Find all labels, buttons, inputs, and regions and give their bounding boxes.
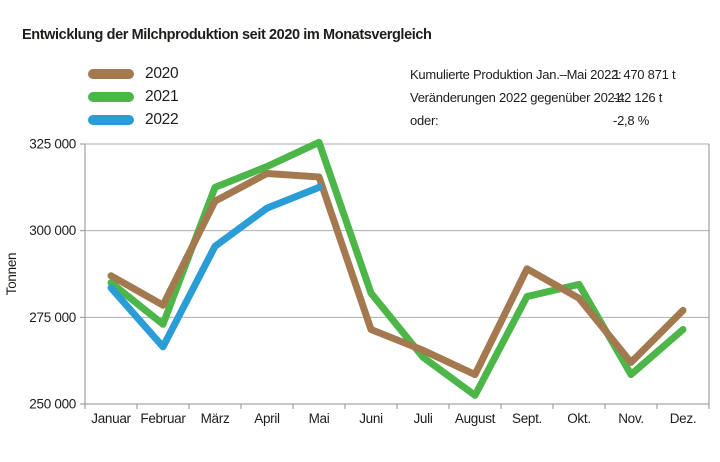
legend: 2020 2021 2022 [88,62,179,131]
info-row-cumulative: Kumulierte Produktion Jan.–Mai 2022: 1 4… [410,63,676,86]
x-axis-label-Nov.: Nov. [618,411,644,426]
legend-swatch-2021 [88,91,134,102]
x-axis-label-Sept.: Sept. [512,411,542,426]
info-value-change: -42 126 t [613,90,663,105]
legend-swatch-2020 [88,68,134,79]
info-value-percent: -2,8 % [613,113,650,128]
x-axis-label-August: August [455,411,496,426]
y-axis-title: Tonnen [4,253,19,296]
series-line-2020 [107,169,687,379]
x-axis-label-Dez.: Dez. [670,411,697,426]
legend-swatch-2022 [88,114,134,125]
info-row-change: Veränderungen 2022 gegenüber 2021: -42 1… [410,86,675,109]
legend-label-2022: 2022 [145,110,179,128]
x-axis-label-Juni: Juni [359,411,383,426]
series-line-2022 [107,183,323,351]
info-label-percent: oder: [410,113,439,128]
legend-label-2020: 2020 [145,64,179,82]
legend-item-2020: 2020 [88,62,179,85]
y-axis-tick-label: 325 000 [29,137,76,152]
x-axis-label-März: März [201,411,230,426]
x-axis-label-Juli: Juli [413,411,432,426]
y-axis-tick-label: 250 000 [29,397,76,412]
info-label-change: Veränderungen 2022 gegenüber 2021: [410,90,625,105]
legend-item-2021: 2021 [88,85,179,108]
info-label-cumulative: Kumulierte Produktion Jan.–Mai 2022: [410,67,622,82]
x-axis-label-April: April [254,411,280,426]
series-line-2021 [107,138,687,399]
summary-info-block: Kumulierte Produktion Jan.–Mai 2022: 1 4… [410,63,676,132]
legend-label-2021: 2021 [145,87,179,105]
chart-title: Entwicklung der Milchproduktion seit 202… [22,27,432,43]
x-axis-label-Januar: Januar [91,411,131,426]
y-axis-tick-label: 300 000 [29,223,76,238]
x-axis-label-Februar: Februar [140,411,186,426]
x-axis-label-Mai: Mai [309,411,330,426]
y-axis-tick-label: 275 000 [29,310,76,325]
info-row-percent: oder: -2,8 % [410,109,675,132]
legend-item-2022: 2022 [88,108,179,131]
info-value-cumulative: 1 470 871 t [613,67,676,82]
x-axis-label-Okt.: Okt. [567,411,591,426]
